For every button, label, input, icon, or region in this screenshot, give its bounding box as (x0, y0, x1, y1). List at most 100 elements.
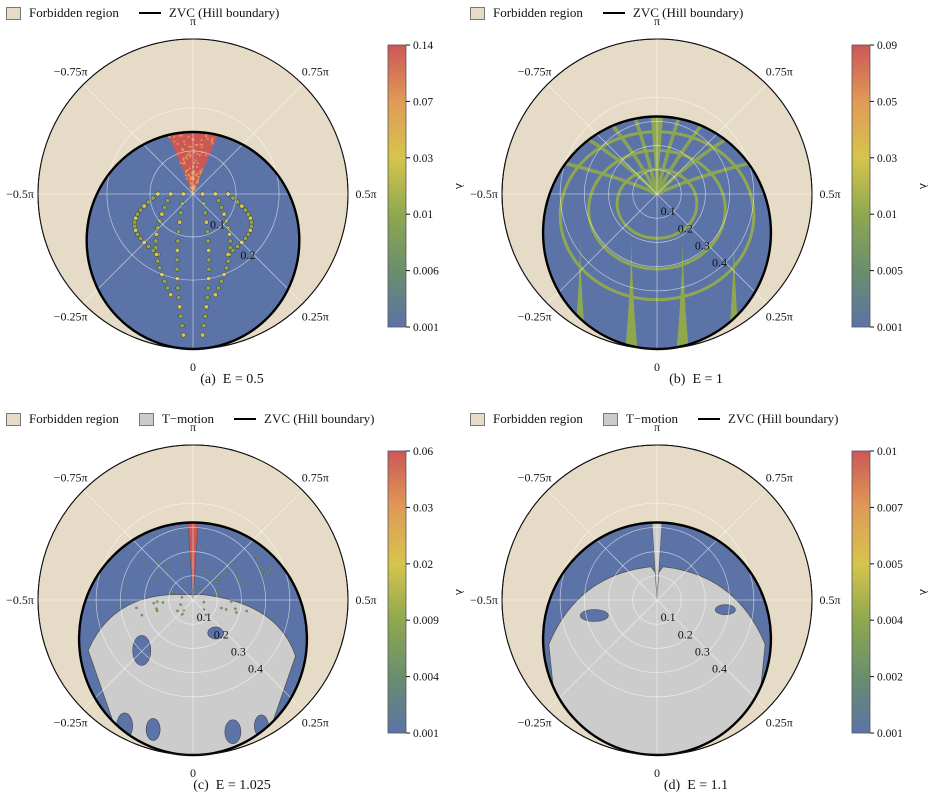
theta-tick-label: −0.25π (518, 309, 552, 323)
colorbar-label: λ (917, 589, 928, 596)
chaotic-dot (138, 207, 143, 213)
chaotic-dot (202, 572, 206, 575)
chaotic-dot (235, 199, 241, 205)
chaotic-dot (210, 140, 213, 143)
chaotic-dot (164, 562, 167, 566)
zvc-line-icon (698, 418, 721, 420)
chaotic-dot (238, 579, 242, 583)
chaotic-dot (165, 198, 171, 204)
chaotic-dot (205, 285, 211, 291)
chaotic-dot (175, 238, 181, 244)
colorbar-tick-label: 0.007 (877, 502, 903, 514)
chaotic-dot (235, 243, 241, 249)
chaotic-dot (220, 606, 223, 610)
chaotic-dot (243, 235, 248, 241)
theta-tick-label: 0.75π (302, 65, 329, 79)
chaotic-dot (206, 247, 212, 253)
grid-spoke (656, 193, 767, 304)
polar-grid (38, 445, 348, 755)
chaotic-dot (247, 215, 253, 221)
regular-island (132, 635, 152, 666)
legend-item-forbidden: Forbidden region (470, 411, 583, 427)
forbidden-swatch-icon (6, 412, 21, 426)
chaotic-dot (154, 231, 159, 237)
legend-item-zvc: ZVC (Hill boundary) (602, 5, 744, 21)
caption-prefix: (c) (193, 778, 209, 793)
chaotic-dot (223, 265, 229, 271)
chaotic-dot (235, 611, 238, 614)
legend-item-t-motion: T−motion (602, 411, 679, 427)
theta-tick-label: 0 (190, 360, 196, 374)
chaotic-dot (176, 609, 179, 613)
chaotic-web (612, 116, 659, 195)
caption-prefix: (b) (669, 372, 686, 387)
chaotic-dot (231, 562, 235, 566)
grid-spoke (192, 599, 303, 710)
chaotic-dot (185, 171, 188, 174)
chaotic-dot (221, 211, 227, 217)
forbidden-swatch-icon (6, 6, 21, 20)
chaotic-dot (188, 167, 191, 170)
theta-tick-label: −0.5π (470, 187, 498, 201)
chaotic-dot (215, 580, 219, 584)
chaotic-dot (183, 140, 186, 143)
grid-spoke (83, 490, 194, 601)
theta-tick-label: π (190, 420, 196, 434)
colorbar-tick-label: 0.005 (877, 559, 903, 571)
chaotic-dot (185, 156, 188, 159)
chaotic-dot (196, 166, 199, 169)
grid-spoke (547, 193, 658, 304)
colorbar-tick-label: 0.03 (413, 153, 433, 165)
chaotic-dot (204, 154, 207, 157)
colorbar-tick-label: 0.001 (877, 322, 903, 334)
chaotic-dot (230, 247, 236, 253)
chaotic-dot (135, 606, 138, 610)
chaotic-dot (196, 144, 199, 147)
chaotic-dot (180, 134, 183, 137)
chaotic-dot (190, 182, 193, 185)
theta-tick-label: 0.5π (355, 593, 376, 607)
chaotic-dot (206, 257, 212, 263)
polar-chart: π 0.75π 0.5π 0.25π 0 −0.25π −0.5π −0.75π 0.1 0.2 0… (6, 14, 464, 374)
chaotic-dot (206, 569, 209, 572)
caption-eq: E = 1.1 (687, 778, 729, 793)
chaotic-dot (218, 278, 224, 284)
colorbar-tick-label: 0.07 (413, 96, 433, 108)
outer-ring (37, 38, 349, 350)
chaotic-dot (202, 210, 208, 216)
chaotic-dot (174, 266, 180, 272)
legend-item-zvc: ZVC (Hill boundary) (138, 5, 279, 21)
chaotic-dot (178, 313, 184, 319)
colorbar-label: λ (453, 589, 464, 596)
theta-tick-label: 0 (190, 766, 196, 780)
r-tick-label: 0.4 (712, 662, 727, 676)
chaotic-dot (201, 143, 204, 146)
chaotic-dot (196, 162, 199, 165)
forbidden-swatch-icon (470, 412, 485, 426)
chaotic-dot (213, 572, 217, 576)
chaotic-dot (229, 600, 233, 603)
legend-label: T−motion (625, 411, 679, 426)
chaotic-dot (182, 162, 185, 165)
chaotic-dot (206, 266, 212, 272)
chaotic-dot (201, 168, 204, 171)
chaotic-dot (217, 577, 220, 580)
chaotic-dot (171, 590, 174, 594)
chaotic-dot (196, 588, 200, 591)
chaotic-dot (157, 560, 161, 564)
chaotic-dot (193, 178, 196, 181)
chaotic-dot (152, 601, 156, 605)
chaotic-dot (195, 174, 198, 177)
zvc-line-icon (602, 12, 625, 14)
colorbar-tick-label: 0.002 (877, 672, 903, 684)
r-tick-label: 0.2 (240, 248, 255, 262)
colorbar-tick-label: 0.001 (413, 728, 439, 740)
colorbar-tick-label: 0.001 (877, 728, 903, 740)
colorbar-tick-label: 0.004 (877, 615, 903, 627)
theta-tick-label: π (654, 420, 660, 434)
r-tick-label: 0.2 (214, 627, 229, 641)
legend-label: ZVC (Hill boundary) (632, 5, 744, 20)
chaotic-dot (162, 204, 168, 210)
chaotic-dot (176, 294, 182, 300)
chaotic-dot (144, 560, 147, 564)
